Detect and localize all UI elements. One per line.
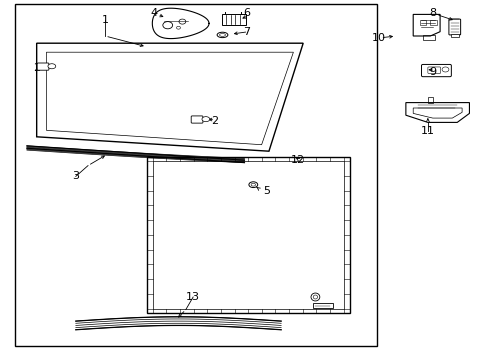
Bar [419,20,426,25]
Ellipse shape [217,32,227,37]
Text: 6: 6 [243,8,250,18]
Ellipse shape [248,182,257,188]
Text: 1: 1 [102,15,108,25]
Ellipse shape [219,33,225,36]
Text: 12: 12 [291,155,305,165]
Bar [312,303,332,308]
Text: 9: 9 [428,67,435,77]
Ellipse shape [313,295,317,299]
Bar [429,20,436,25]
Text: 13: 13 [186,292,200,302]
Bar [422,35,434,40]
Ellipse shape [48,64,56,69]
Text: 4: 4 [150,8,157,18]
Text: 7: 7 [243,27,250,37]
Text: 2: 2 [33,63,40,73]
FancyBboxPatch shape [37,63,49,70]
Text: 8: 8 [428,8,435,18]
Ellipse shape [310,293,319,301]
Bar [427,97,432,103]
Text: 10: 10 [371,33,385,43]
Ellipse shape [251,183,255,186]
Text: 2: 2 [211,116,218,126]
Bar [222,14,245,25]
FancyBboxPatch shape [448,19,460,35]
Text: 3: 3 [72,171,79,181]
FancyBboxPatch shape [421,64,450,77]
FancyBboxPatch shape [191,116,203,123]
Text: 5: 5 [263,186,269,196]
Bar [15,4,376,346]
Bar [450,34,458,37]
Ellipse shape [202,117,209,122]
Text: 11: 11 [420,126,434,136]
